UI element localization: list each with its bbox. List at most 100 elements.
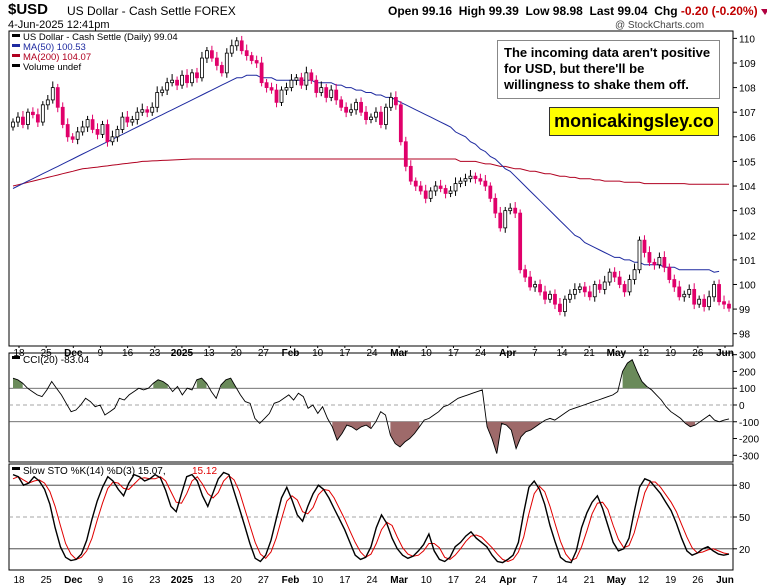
x-axis-label: Jun: [716, 348, 734, 359]
price-legend-label: US Dollar - Cash Settle (Daily) 99.04: [23, 32, 178, 43]
candle-body: [364, 111, 368, 120]
candle-body: [374, 111, 378, 118]
x-axis-label-bottom: Apr: [499, 575, 516, 586]
candle-body: [443, 188, 448, 194]
candle-body: [279, 89, 284, 103]
candle-body: [384, 106, 388, 125]
candle-body: [359, 101, 363, 113]
candle-body: [637, 239, 642, 271]
price-legend-label: MA(200) 104.07: [23, 52, 91, 63]
price-legend-swatch: [12, 34, 20, 37]
chg-label: Chg: [654, 4, 678, 18]
candle-body: [617, 276, 622, 285]
candle-body: [393, 97, 398, 106]
candle-body: [408, 165, 413, 182]
price-tick-label: 99: [739, 305, 751, 316]
candle-body: [254, 60, 259, 64]
high-value: 99.39: [488, 4, 519, 18]
x-axis-label-bottom: 21: [584, 575, 596, 586]
candle-body: [622, 284, 627, 293]
candle-body: [145, 109, 150, 113]
cci-tick-label: 200: [739, 367, 756, 378]
sto-d-line: [12, 475, 730, 563]
candle-body: [234, 40, 239, 47]
symbol-description: US Dollar - Cash Settle FOREX: [67, 4, 236, 18]
candle-body: [463, 178, 468, 182]
candle-body: [468, 175, 473, 180]
candle-body: [224, 52, 229, 74]
candle-body: [200, 57, 204, 79]
analysis-comment: The incoming data aren't positive for US…: [497, 40, 720, 99]
candle-body: [592, 284, 597, 298]
candle-body: [503, 210, 508, 229]
candle-body: [205, 50, 209, 59]
x-axis-label: Mar: [390, 348, 408, 359]
candle-body: [135, 111, 140, 120]
candle-body: [423, 190, 428, 199]
low-value: 98.98: [552, 4, 583, 18]
candle-body: [259, 62, 264, 84]
price-legend-swatch: [12, 54, 20, 57]
candle-body: [219, 65, 224, 74]
x-axis-label: 24: [366, 348, 378, 359]
candle-body: [329, 89, 334, 98]
candle-body: [130, 119, 135, 123]
x-axis-label: 13: [204, 348, 216, 359]
candle-body: [75, 131, 80, 140]
candle-body: [438, 185, 443, 189]
candle-body: [26, 111, 30, 125]
x-axis-label-bottom: 20: [231, 575, 243, 586]
high-label: High: [458, 4, 486, 18]
x-axis-label: 16: [122, 348, 134, 359]
price-tick-label: 102: [739, 231, 756, 242]
x-axis-label-bottom: 10: [312, 575, 324, 586]
pane-frame-1: [8, 352, 734, 463]
candle-body: [483, 180, 488, 187]
price-legend-label: Volume undef: [23, 62, 81, 73]
candle-body: [403, 141, 408, 167]
candle-body: [214, 57, 219, 66]
candle-body: [70, 136, 75, 140]
candle-body: [508, 207, 513, 212]
candle-body: [165, 82, 170, 91]
candle-body: [717, 284, 721, 303]
x-axis-label: 17: [448, 348, 460, 359]
price-tick-label: 107: [739, 108, 756, 119]
candle-body: [682, 293, 687, 298]
candle-body: [309, 72, 314, 81]
candle-body: [185, 74, 189, 84]
price-legend-label: MA(50) 100.53: [23, 42, 86, 53]
candle-body: [577, 286, 582, 290]
candle-body: [538, 284, 542, 293]
cci-tick-label: 100: [739, 384, 756, 395]
candle-body: [413, 180, 418, 187]
x-axis-label-bottom: 2025: [171, 575, 194, 586]
candle-body: [314, 79, 319, 93]
candle-body: [289, 79, 294, 89]
candle-body: [349, 109, 354, 113]
candle-body: [567, 293, 572, 300]
candle-body: [712, 284, 716, 298]
candle-body: [453, 183, 458, 192]
candle-body: [100, 124, 105, 135]
candle-body: [195, 72, 199, 79]
candle-body: [582, 286, 587, 293]
candle-body: [229, 45, 234, 54]
candle-body: [478, 178, 483, 182]
candle-body: [170, 79, 175, 84]
candle-body: [244, 50, 249, 57]
x-axis-label: 14: [557, 348, 569, 359]
candle-body: [150, 106, 155, 113]
candle-body: [523, 269, 528, 278]
candle-body: [697, 298, 702, 305]
candle-body: [269, 87, 274, 91]
cci-tick-label: -200: [739, 435, 759, 446]
sto-legend-label: Slow STO %K(14) %D(3) 15.07,: [23, 466, 166, 477]
candle-body: [344, 106, 349, 113]
candle-body: [498, 212, 503, 229]
cci-overbought-fill: [153, 379, 168, 389]
candle-body: [65, 124, 70, 138]
candle-body: [707, 296, 712, 308]
candle-body: [602, 281, 607, 290]
candle-body: [528, 276, 533, 288]
